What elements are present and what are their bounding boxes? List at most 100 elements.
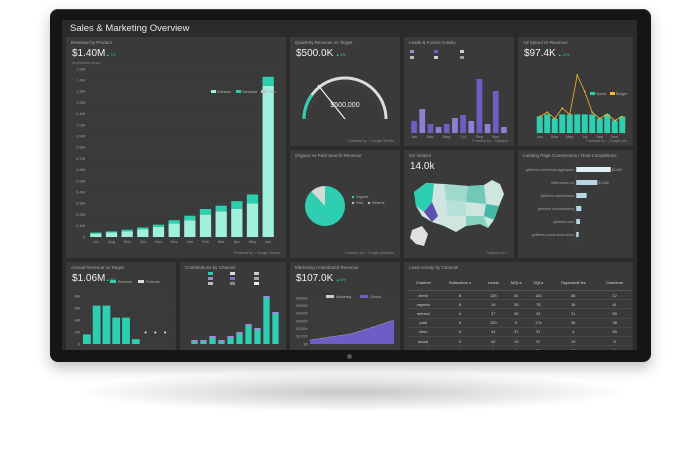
y-tick-label: 0.7M — [76, 156, 85, 161]
legend-label: Software — [217, 90, 231, 94]
revenue-bar-chart: 0 0.1M 0.2M 0.3M 0.4M 0.5M 0.6M 0.7M 0.8M 0.9M 1.0… — [76, 66, 276, 244]
leads-legend — [410, 50, 464, 59]
bar — [574, 114, 581, 133]
bar — [468, 121, 475, 133]
x-tick-label: Nov — [492, 134, 499, 139]
bar-cap — [263, 296, 270, 298]
legend-label: Hardware — [242, 90, 257, 94]
series-line — [309, 319, 395, 341]
table-row: organic 6 18 26 75 16 41 — [408, 299, 632, 310]
y-tick-label: 0.8M — [76, 145, 85, 150]
table-header-cell: SQLs — [527, 274, 550, 291]
gauge-needle — [317, 84, 346, 120]
bar — [443, 124, 450, 133]
panel-title: Contributions by Channel — [185, 265, 236, 270]
bar-hardware — [246, 194, 259, 204]
data-point — [583, 90, 586, 93]
table-row: direct 8 125 51 183 55 12 — [408, 290, 632, 301]
y-tick-label: 0 — [83, 234, 86, 239]
bar — [536, 116, 543, 133]
bar — [596, 118, 603, 133]
x-tick-label: Nov — [155, 239, 162, 244]
legend-swatch — [236, 90, 241, 93]
y-tick-label: $200K — [296, 326, 308, 331]
bar — [619, 116, 626, 133]
x-tick-label: Jan — [411, 134, 417, 139]
bar-software — [105, 232, 118, 237]
kpi-delta: ▲ 4% — [336, 53, 346, 57]
y-tick-label: 2M — [74, 329, 80, 334]
x-tick-label: Mar — [218, 239, 226, 244]
bar-hardware — [199, 209, 212, 215]
table-cell: 55 — [597, 308, 632, 319]
bar-software — [152, 226, 165, 237]
bar — [551, 118, 558, 133]
panel-revenue: Revenue by Product $1.40M ▲ 7% vs previo… — [66, 37, 286, 258]
bar-hardware — [215, 205, 227, 212]
series-line — [539, 73, 623, 122]
x-tick-label: Jul — [93, 239, 98, 244]
table-cell: 37 — [527, 336, 550, 347]
table-cell: 1 — [438, 345, 482, 350]
kpi-delta: ▲ 13% — [558, 53, 570, 57]
tv-shadow — [70, 372, 630, 412]
x-tick-label: Sep — [476, 134, 484, 139]
panel-title: Ad Spend vs Revenue — [523, 40, 568, 45]
bar — [576, 206, 582, 211]
y-tick-label: 6M — [74, 305, 80, 310]
table-cell: 5 — [597, 336, 632, 347]
data-point — [553, 117, 556, 120]
x-tick-label: Dec — [171, 239, 178, 244]
table-cell: organic — [408, 299, 439, 310]
y-tick-label: 0.9M — [76, 134, 85, 139]
kpi-delta: ▲ 7% — [106, 53, 116, 57]
kpi-value: $1.40M — [72, 48, 106, 59]
legend-swatch — [360, 295, 368, 298]
table-cell: 13 — [549, 336, 598, 347]
panel-leads: Leads & Funnel Activity Jan Mar May Jul Sep N… — [404, 37, 514, 146]
table-cell: 31 — [527, 308, 550, 319]
table-cell: 38 — [597, 318, 632, 328]
table-cell: 18 — [481, 299, 505, 310]
table-cell: 75 — [527, 299, 550, 310]
table-cell: 8 — [481, 345, 505, 350]
table-cell: 51 — [504, 290, 528, 301]
bar — [236, 332, 243, 344]
bar — [576, 219, 580, 224]
bar-cap — [200, 340, 207, 342]
table-cell: 4 — [438, 308, 482, 319]
panel-footer: Powered by ○ Google Ads — [586, 139, 627, 143]
y-tick-label: $400K — [296, 311, 308, 316]
bar-hardware — [105, 231, 118, 233]
table-cell: 41 — [597, 299, 632, 310]
us-map — [410, 180, 504, 246]
legend-swatch — [590, 92, 595, 95]
table-cell: 6 — [438, 299, 482, 310]
bar — [566, 114, 573, 133]
legend-swatch — [351, 195, 355, 199]
panel-title: US Visitors — [409, 153, 432, 158]
panel-geo: US Visitors 14.0k Powered by ○ — [404, 150, 514, 258]
table-cell: 6 — [438, 318, 482, 328]
legend-swatch — [367, 201, 371, 205]
bar — [102, 305, 111, 344]
data-label: $1,688 — [598, 181, 608, 185]
table-cell: 55 — [549, 290, 598, 301]
kpi-value: $107.0K — [296, 273, 334, 284]
legend-swatch — [326, 295, 334, 298]
contributions-chart — [191, 296, 279, 344]
gauge-value: $500,000 — [330, 102, 359, 109]
bar — [484, 124, 491, 133]
lead-activity-table: Channel Subscriber s Leads MQLs SQLs Opportun… — [408, 274, 632, 350]
bar-software — [184, 220, 196, 237]
y-tick-label: 0.5M — [76, 178, 85, 183]
table-cell: 13 — [504, 336, 528, 347]
bar — [581, 114, 588, 133]
legend-swatch — [138, 280, 144, 283]
data-point — [613, 119, 616, 122]
leads-bar-chart: Jan Mar May Jul Sep Nov — [411, 79, 507, 139]
bar-category-label: getithere.com/marketing — [538, 207, 574, 211]
annual-revenue-chart: 0 2M 4M 6M 8M Revenue Forecast — [74, 280, 170, 346]
panel-title: Organic vs Paid Search Revenue — [295, 153, 362, 158]
bar — [82, 334, 91, 344]
